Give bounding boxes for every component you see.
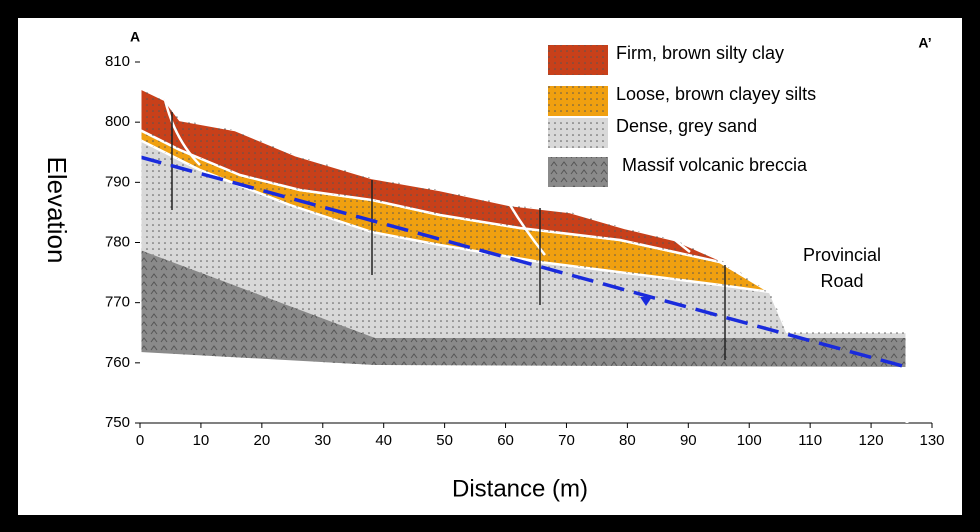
y-tick-label: 790 <box>105 173 130 190</box>
x-tick-label: 60 <box>497 432 514 449</box>
legend-swatch-texture <box>548 157 608 187</box>
legend-swatch-texture <box>548 86 608 116</box>
legend-swatch-texture <box>548 45 608 75</box>
section-start: A <box>130 29 140 45</box>
x-tick-label: 10 <box>193 432 210 449</box>
y-tick-label: 810 <box>105 53 130 70</box>
road-label: Provincial <box>803 245 881 265</box>
x-tick-label: 20 <box>254 432 271 449</box>
legend-label: Massif volcanic breccia <box>622 155 808 175</box>
x-axis-title: Distance (m) <box>452 475 588 502</box>
x-tick-label: 50 <box>436 432 453 449</box>
section-end: A’ <box>918 35 931 51</box>
x-tick-label: 100 <box>737 432 762 449</box>
slip-surface <box>163 99 691 256</box>
x-tick-label: 30 <box>314 432 331 449</box>
water-table <box>139 155 911 370</box>
y-tick-label: 780 <box>105 233 130 250</box>
x-tick-label: 120 <box>859 432 884 449</box>
legend-label: Firm, brown silty clay <box>616 43 784 63</box>
y-tick-label: 800 <box>105 113 130 130</box>
legend-label: Loose, brown clayey silts <box>616 84 816 104</box>
water-marker <box>640 297 652 306</box>
boreholes <box>171 112 726 360</box>
x-tick-label: 70 <box>558 432 575 449</box>
x-tick-label: 90 <box>680 432 697 449</box>
legend-swatch-texture <box>548 118 608 148</box>
y-tick-label: 760 <box>105 354 130 371</box>
x-tick-label: 80 <box>619 432 636 449</box>
cross-section <box>138 86 911 370</box>
legend-label: Dense, grey sand <box>616 116 757 136</box>
y-tick-label: 750 <box>105 414 130 431</box>
x-tick-label: 40 <box>375 432 392 449</box>
x-tick-label: 130 <box>919 432 944 449</box>
x-tick-label: 110 <box>798 432 822 449</box>
x-tick-label: 0 <box>136 432 144 449</box>
y-axis-title: Elevation <box>42 157 72 264</box>
road-label: Road <box>820 271 863 291</box>
y-tick-label: 770 <box>105 294 130 311</box>
